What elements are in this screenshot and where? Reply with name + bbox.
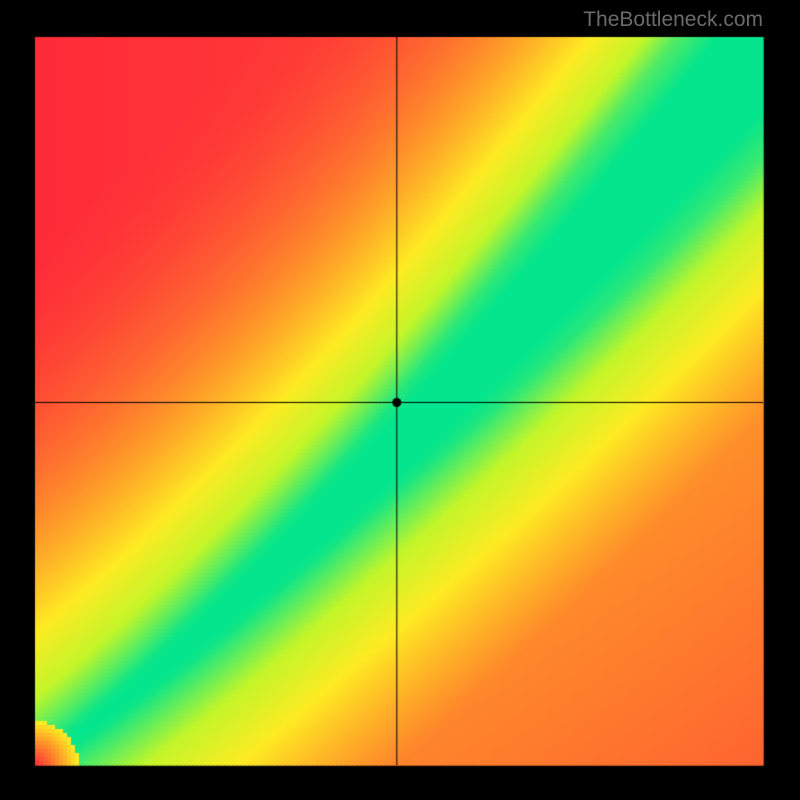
watermark-text: TheBottleneck.com bbox=[583, 8, 763, 32]
stage: TheBottleneck.com bbox=[0, 0, 800, 800]
bottleneck-heatmap bbox=[0, 0, 800, 800]
